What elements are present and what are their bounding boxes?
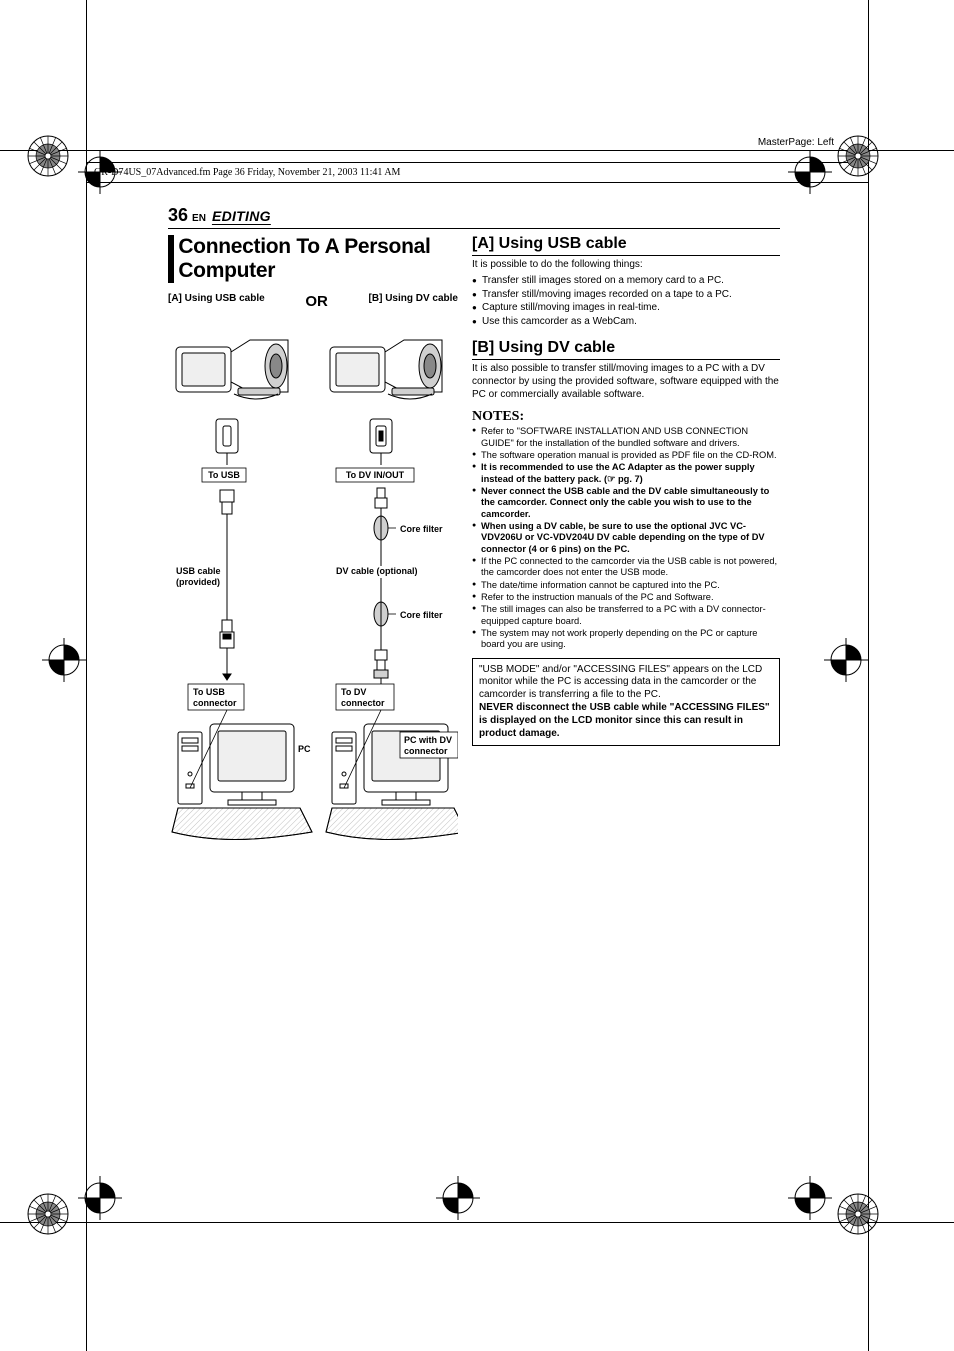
- label-to-usb: To USB: [208, 470, 240, 480]
- label-usb-cable-2: (provided): [176, 577, 220, 587]
- section-a-intro: It is possible to do the following thing…: [472, 259, 780, 272]
- list-item: Transfer still/moving images recorded on…: [472, 289, 780, 302]
- callout-p2: NEVER disconnect the USB cable while "AC…: [479, 702, 773, 740]
- regmark-cross-icon: [788, 1176, 832, 1220]
- label-pc-dv-1: PC with DV: [404, 735, 452, 745]
- section-b-body: It is also possible to transfer still/mo…: [472, 363, 780, 401]
- regmark-cross-icon: [436, 1176, 480, 1220]
- regmark-cross-icon: [824, 638, 868, 682]
- diagram-labels-row: [A] Using USB cable OR [B] Using DV cabl…: [168, 293, 458, 310]
- label-to-usb-conn-2: connector: [193, 698, 237, 708]
- diagram-or: OR: [305, 293, 328, 310]
- title-accent: [168, 235, 174, 283]
- section-a-bullets: Transfer still images stored on a memory…: [472, 275, 780, 329]
- regmark-star-icon: [836, 1192, 880, 1236]
- label-to-usb-conn-1: To USB: [193, 687, 225, 697]
- list-item: Refer to the instruction manuals of the …: [472, 592, 780, 603]
- file-info-bar: GR-D74US_07Advanced.fm Page 36 Friday, N…: [86, 162, 868, 183]
- page-lang: EN: [192, 213, 206, 224]
- label-to-dv-inout: To DV IN/OUT: [346, 470, 405, 480]
- label-to-dv-conn-2: connector: [341, 698, 385, 708]
- list-item: The still images can also be transferred…: [472, 604, 780, 627]
- file-info-text: GR-D74US_07Advanced.fm Page 36 Friday, N…: [94, 167, 400, 178]
- list-item: Capture still/moving images in real-time…: [472, 302, 780, 315]
- diagram-label-b: [B] Using DV cable: [369, 293, 458, 310]
- label-core-filter-1: Core filter: [400, 524, 443, 534]
- diagram-label-a: [A] Using USB cable: [168, 293, 265, 310]
- page-content: 36 EN EDITING Connection To A Personal C…: [168, 205, 780, 884]
- title-text: Connection To A Personal Computer: [178, 235, 458, 283]
- notes-list: Refer to "SOFTWARE INSTALLATION AND USB …: [472, 426, 780, 650]
- list-item: When using a DV cable, be sure to use th…: [472, 521, 780, 555]
- connection-diagram: To USB USB cable (provided): [168, 314, 458, 879]
- right-column: [A] Using USB cable It is possible to do…: [472, 235, 780, 884]
- list-item: The software operation manual is provide…: [472, 450, 780, 461]
- crop-rule-right: [868, 0, 869, 1351]
- list-item: Use this camcorder as a WebCam.: [472, 316, 780, 329]
- callout-p1: "USB MODE" and/or "ACCESSING FILES" appe…: [479, 664, 773, 702]
- crop-rule-left: [86, 0, 87, 1351]
- list-item: Refer to "SOFTWARE INSTALLATION AND USB …: [472, 426, 780, 449]
- left-column: Connection To A Personal Computer [A] Us…: [168, 235, 458, 884]
- list-item: The system may not work properly dependi…: [472, 628, 780, 651]
- label-core-filter-2: Core filter: [400, 610, 443, 620]
- page-number: 36: [168, 205, 188, 226]
- regmark-cross-icon: [78, 150, 122, 194]
- list-item: It is recommended to use the AC Adapter …: [472, 462, 780, 485]
- notes-heading: NOTES:: [472, 409, 780, 425]
- regmark-star-icon: [26, 134, 70, 178]
- masterpage-label: MasterPage: Left: [758, 137, 834, 148]
- section-label: EDITING: [212, 208, 271, 224]
- label-pc: PC: [298, 744, 311, 754]
- list-item: The date/time information cannot be capt…: [472, 580, 780, 591]
- crop-rule-bottom: [0, 1222, 954, 1223]
- list-item: Never connect the USB cable and the DV c…: [472, 486, 780, 520]
- label-dv-cable: DV cable (optional): [336, 566, 418, 576]
- regmark-star-icon: [26, 1192, 70, 1236]
- heading-b: [B] Using DV cable: [472, 339, 780, 360]
- list-item: Transfer still images stored on a memory…: [472, 275, 780, 288]
- page-title: Connection To A Personal Computer: [168, 235, 458, 283]
- regmark-cross-icon: [78, 1176, 122, 1220]
- label-usb-cable-1: USB cable: [176, 566, 221, 576]
- page-header: 36 EN EDITING: [168, 205, 780, 229]
- heading-a: [A] Using USB cable: [472, 235, 780, 256]
- regmark-cross-icon: [788, 150, 832, 194]
- callout-box: "USB MODE" and/or "ACCESSING FILES" appe…: [472, 658, 780, 747]
- regmark-cross-icon: [42, 638, 86, 682]
- list-item: If the PC connected to the camcorder via…: [472, 556, 780, 579]
- label-to-dv-conn-1: To DV: [341, 687, 366, 697]
- label-pc-dv-2: connector: [404, 746, 448, 756]
- regmark-star-icon: [836, 134, 880, 178]
